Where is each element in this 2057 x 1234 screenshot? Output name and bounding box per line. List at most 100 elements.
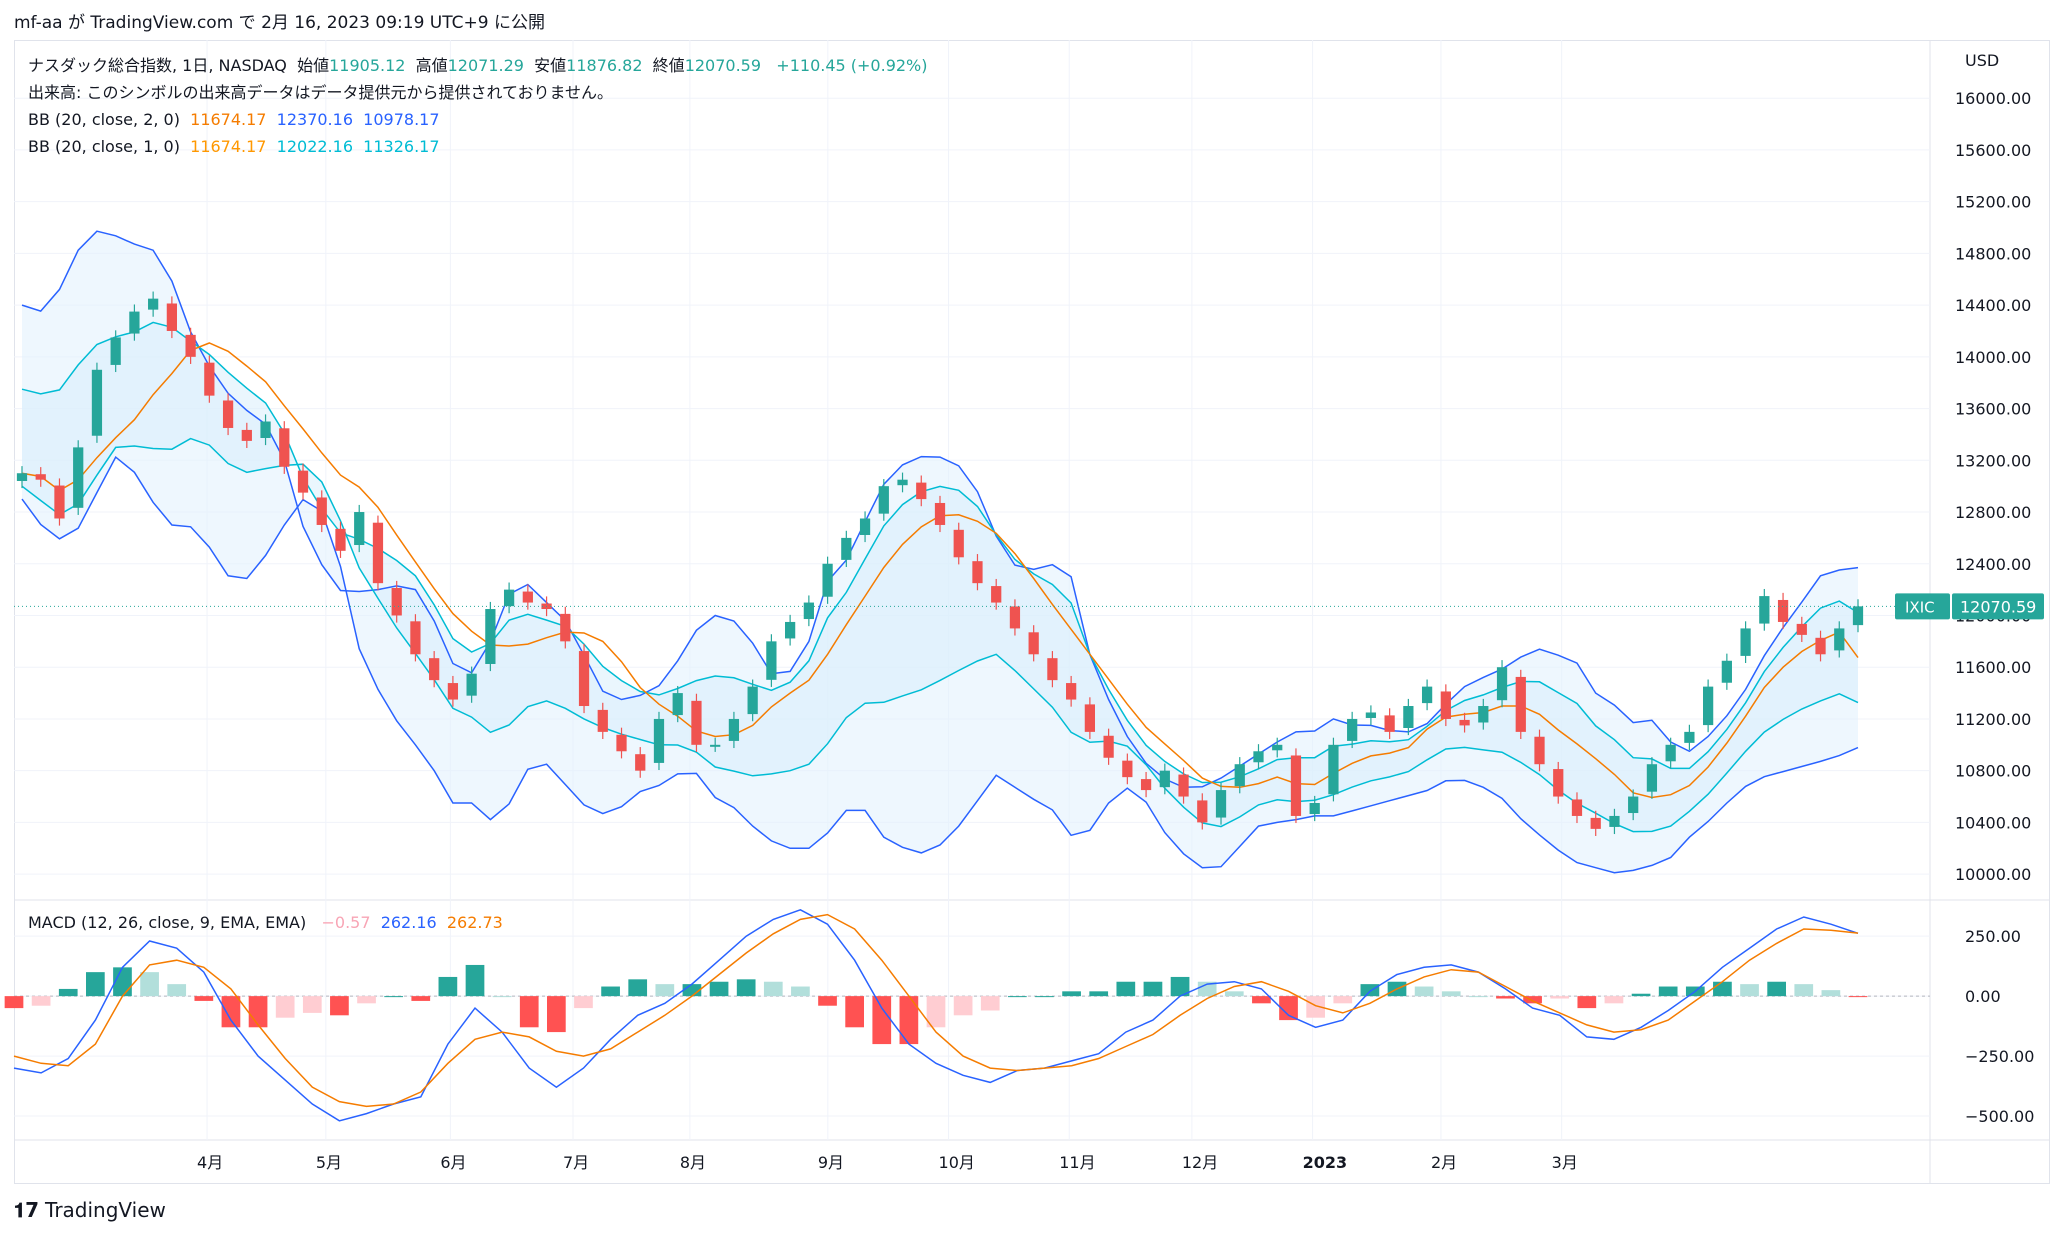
candle-body[interactable] (204, 362, 215, 396)
candle-body[interactable] (148, 298, 159, 310)
bb-inner-lower-line[interactable] (21, 437, 1859, 833)
candle-body[interactable] (466, 673, 477, 696)
candle-body[interactable] (522, 591, 533, 603)
candle-body[interactable] (35, 474, 46, 480)
candle-body[interactable] (73, 447, 84, 508)
candle-body[interactable] (560, 613, 571, 642)
candle-body[interactable] (1834, 628, 1845, 651)
candle-body[interactable] (1590, 817, 1601, 829)
bb-upper-line[interactable] (21, 230, 1859, 789)
last-price-badge[interactable] (1952, 593, 2044, 620)
signal-line[interactable] (13, 913, 1859, 1108)
candle-body[interactable] (934, 502, 946, 525)
candle-body[interactable] (1609, 815, 1620, 827)
candle-body[interactable] (1066, 683, 1077, 700)
candle-body[interactable] (335, 528, 346, 551)
candle-body[interactable] (1440, 691, 1451, 719)
candle-body[interactable] (485, 609, 496, 664)
candle-body[interactable] (1571, 799, 1583, 816)
candle-body[interactable] (166, 303, 177, 331)
candle-body[interactable] (991, 586, 1002, 603)
candle-body[interactable] (672, 693, 683, 716)
macd-legend[interactable]: MACD (12, 26, close, 9, EMA, EMA) −0.57 … (28, 913, 503, 932)
candle-body[interactable] (1777, 599, 1789, 622)
bb2-legend-row[interactable]: BB (20, close, 1, 0) 11674.17 12022.16 1… (28, 133, 928, 160)
candle-body[interactable] (1478, 706, 1489, 723)
candle-body[interactable] (1515, 676, 1526, 732)
candle-body[interactable] (1047, 658, 1058, 681)
candle-body[interactable] (260, 421, 271, 438)
candle-body[interactable] (1347, 718, 1358, 741)
candle-body[interactable] (897, 479, 908, 486)
candle-body[interactable] (391, 588, 402, 616)
candle-body[interactable] (972, 561, 983, 584)
candle-body[interactable] (1459, 719, 1470, 726)
symbol-label[interactable]: ナスダック総合指数, 1日, NASDAQ (28, 56, 287, 75)
candle-body[interactable] (1384, 715, 1395, 732)
candle-body[interactable] (297, 470, 309, 493)
candle-body[interactable] (1159, 770, 1170, 788)
candle-body[interactable] (1703, 686, 1714, 726)
candle-body[interactable] (1234, 764, 1245, 787)
bb-inner-upper-line[interactable] (21, 321, 1859, 784)
candle-body[interactable] (710, 744, 721, 747)
symbol-badge[interactable] (1895, 593, 1950, 620)
candle-body[interactable] (110, 337, 121, 365)
candle-body[interactable] (916, 482, 927, 500)
candle-body[interactable] (728, 718, 740, 741)
macd-line[interactable] (13, 908, 1859, 1122)
candle-body[interactable] (1140, 779, 1152, 791)
candle-body[interactable] (410, 621, 421, 655)
candle-body[interactable] (91, 369, 103, 436)
candle-body[interactable] (1122, 760, 1133, 778)
candle-body[interactable] (1646, 764, 1658, 792)
candle-body[interactable] (279, 428, 290, 467)
candle-body[interactable] (1759, 596, 1770, 624)
candle-body[interactable] (1028, 632, 1039, 655)
candle-body[interactable] (1684, 731, 1695, 743)
candle-body[interactable] (1403, 706, 1414, 728)
candle-body[interactable] (1534, 736, 1545, 765)
candle-body[interactable] (766, 641, 777, 680)
candle-body[interactable] (1815, 637, 1826, 655)
candle-body[interactable] (822, 563, 833, 597)
candle-body[interactable] (1009, 606, 1021, 629)
candle-body[interactable] (953, 529, 964, 558)
candle-body[interactable] (1290, 755, 1302, 816)
candle-body[interactable] (803, 602, 814, 620)
candle-body[interactable] (503, 589, 515, 607)
candle-body[interactable] (1178, 774, 1189, 797)
candle-body[interactable] (859, 518, 871, 535)
candle-body[interactable] (1421, 686, 1433, 704)
candle-body[interactable] (1852, 606, 1864, 626)
candle-body[interactable] (1253, 751, 1264, 763)
candle-body[interactable] (1496, 667, 1508, 701)
candle-body[interactable] (129, 311, 140, 334)
candle-body[interactable] (1272, 744, 1283, 751)
candle-body[interactable] (447, 683, 459, 700)
candle-body[interactable] (1796, 623, 1807, 635)
candle-body[interactable] (578, 651, 590, 707)
candle-body[interactable] (1215, 790, 1227, 818)
candle-body[interactable] (747, 686, 758, 715)
candle-body[interactable] (1328, 744, 1339, 795)
candle-body[interactable] (16, 473, 28, 481)
candle-body[interactable] (597, 709, 608, 732)
candle-body[interactable] (1628, 796, 1639, 814)
candle-body[interactable] (1084, 704, 1095, 732)
candle-body[interactable] (1721, 660, 1732, 683)
candle-body[interactable] (54, 485, 65, 519)
candle-body[interactable] (1665, 744, 1676, 762)
candle-body[interactable] (241, 429, 252, 441)
candle-body[interactable] (785, 621, 796, 639)
candle-body[interactable] (616, 734, 627, 752)
candle-body[interactable] (635, 754, 646, 771)
candle-body[interactable] (1197, 800, 1208, 823)
candle-body[interactable] (1553, 769, 1564, 797)
bb-lower-line[interactable] (21, 455, 1859, 874)
candle-body[interactable] (841, 537, 852, 560)
candle-body[interactable] (354, 512, 365, 546)
candle-body[interactable] (878, 486, 889, 514)
candle-body[interactable] (316, 497, 327, 525)
